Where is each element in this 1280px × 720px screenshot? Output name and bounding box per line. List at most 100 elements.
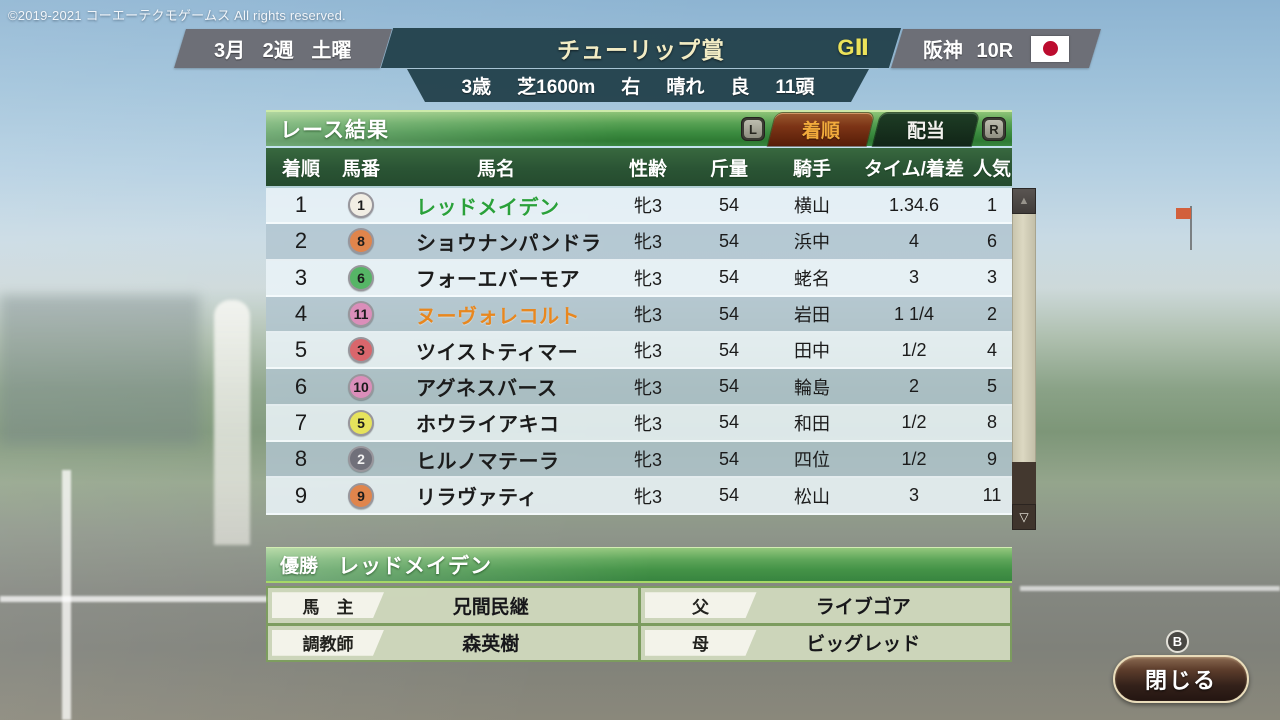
time-margin-cell: 1/2 — [901, 448, 927, 469]
horse-number-cell: 10 — [336, 373, 386, 400]
horse-name: ショウナンパンドラ — [416, 232, 602, 255]
horse-number-badge: 5 — [348, 409, 374, 436]
weight-cell: 54 — [718, 194, 740, 215]
scrollbar-thumb[interactable] — [1012, 214, 1036, 462]
rank-cell: 4 — [294, 301, 308, 327]
weight-cell: 54 — [718, 376, 740, 397]
close-button[interactable]: 閉じる — [1113, 655, 1249, 703]
jockey-cell: 輪島 — [794, 377, 830, 398]
background-tower — [214, 300, 250, 545]
header-divider — [400, 68, 878, 69]
tab-payouts[interactable]: 配当 — [872, 112, 980, 146]
gamepad-b-hint-icon: B — [1166, 630, 1189, 653]
horse-name: フォーエバーモア — [416, 269, 580, 292]
sex-age-cell: 牝3 — [633, 196, 662, 217]
time-margin-cell: 3 — [908, 267, 919, 288]
table-row[interactable]: 2 8 ショウナンパンドラ 牝3 54 浜中 4 6 — [266, 224, 1012, 261]
time-margin-cell: 4 — [908, 230, 919, 251]
owner-cell: 馬 主 兄間民継 — [268, 588, 638, 623]
horse-number-badge: 9 — [348, 482, 374, 509]
jockey-cell: 岩田 — [794, 305, 830, 326]
condition-going: 良 — [730, 77, 750, 98]
right-bumper-button[interactable]: R — [982, 117, 1006, 141]
horse-number-cell: 11 — [336, 301, 386, 328]
table-row[interactable]: 9 9 リラヴァティ 牝3 54 松山 3 11 — [266, 478, 1012, 515]
race-grade-badge: GⅡ — [837, 35, 869, 60]
horse-number-badge: 1 — [348, 192, 374, 219]
background-rail-right — [1020, 586, 1280, 591]
table-row[interactable]: 3 6 フォーエバーモア 牝3 54 蛯名 3 3 — [266, 260, 1012, 297]
scrollbar-track[interactable] — [1012, 462, 1036, 504]
results-table: 1 1 レッドメイデン 牝3 54 横山 1.34.6 1 2 8 ショウナンパ… — [266, 188, 1012, 515]
weight-cell: 54 — [718, 339, 740, 360]
table-row[interactable]: 4 11 ヌーヴォレコルト 牝3 54 岩田 1 1/4 2 — [266, 296, 1012, 334]
weight-cell: 54 — [718, 485, 740, 506]
rank-cell: 6 — [294, 373, 308, 399]
winner-horse-name: レッドメイデン — [338, 554, 493, 578]
dam-value: ビッグレッド — [806, 634, 921, 656]
jockey-cell: 四位 — [794, 450, 830, 471]
scrollbar-down-button[interactable]: ▽ — [1012, 504, 1036, 530]
horse-number-badge: 2 — [348, 446, 374, 473]
jockey-cell: 蛯名 — [794, 268, 830, 289]
horse-name: ツイストティマー — [416, 341, 579, 364]
time-margin-cell: 3 — [908, 485, 919, 506]
popularity-cell: 6 — [986, 230, 997, 251]
tab-payouts-label: 配当 — [906, 120, 945, 142]
table-row[interactable]: 7 5 ホウライアキコ 牝3 54 和田 1/2 8 — [266, 405, 1012, 443]
venue-text: 阪神 10R — [922, 40, 1014, 62]
tab-finish-order[interactable]: 着順 — [767, 112, 875, 146]
condition-field-size: 11頭 — [775, 77, 815, 98]
dam-label: 母 — [645, 630, 757, 656]
tab-cluster: L 着順 配当 R — [741, 112, 1012, 146]
tab-finish-order-label: 着順 — [801, 120, 840, 142]
popularity-cell: 3 — [986, 267, 997, 288]
date-text: 3月 2週 土曜 — [214, 40, 352, 62]
owner-value: 兄間民継 — [452, 596, 529, 618]
horse-number-badge: 3 — [348, 337, 374, 364]
sex-age-cell: 牝3 — [633, 268, 662, 289]
table-row[interactable]: 1 1 レッドメイデン 牝3 54 横山 1.34.6 1 — [266, 188, 1012, 225]
horse-number-cell: 5 — [336, 409, 386, 436]
horse-name: リラヴァティ — [416, 487, 538, 510]
popularity-cell: 1 — [986, 194, 997, 215]
rank-cell: 7 — [294, 409, 308, 435]
rank-cell: 9 — [294, 482, 308, 508]
time-margin-cell: 1/2 — [901, 412, 927, 433]
rank-cell: 1 — [294, 192, 308, 218]
sire-cell: 父 ライブゴア — [640, 588, 1010, 623]
japan-flag-icon — [1031, 35, 1070, 62]
column-header-weight: 斤量 — [709, 158, 748, 180]
dam-cell: 母 ビッグレッド — [640, 625, 1010, 660]
sire-label: 父 — [645, 592, 757, 618]
condition-course: 芝1600m — [517, 77, 596, 98]
rank-cell: 5 — [294, 337, 308, 363]
rank-cell: 3 — [294, 264, 308, 290]
weight-cell: 54 — [718, 412, 740, 433]
popularity-cell: 5 — [986, 376, 997, 397]
scrollbar: ▲ ▽ — [1012, 188, 1036, 530]
horse-number-badge: 10 — [348, 373, 374, 400]
left-bumper-button[interactable]: L — [741, 117, 765, 141]
horse-number-cell: 1 — [336, 192, 386, 219]
column-header-popularity: 人気 — [972, 158, 1011, 180]
table-row[interactable]: 5 3 ツイストティマー 牝3 54 田中 1/2 4 — [266, 333, 1012, 370]
popularity-cell: 9 — [986, 448, 997, 469]
jockey-cell: 松山 — [794, 486, 830, 507]
column-header-time-margin: タイム/着差 — [864, 158, 964, 180]
winner-banner: 優勝 レッドメイデン — [266, 547, 1012, 583]
column-header-sex-age: 性齢 — [628, 158, 667, 180]
column-header-jockey: 騎手 — [792, 158, 831, 180]
table-row[interactable]: 8 2 ヒルノマテーラ 牝3 54 四位 1/2 9 — [266, 442, 1012, 479]
popularity-cell: 2 — [986, 303, 997, 324]
column-header-horse-number: 馬番 — [341, 158, 380, 180]
table-row[interactable]: 6 10 アグネスバース 牝3 54 輪島 2 5 — [266, 369, 1012, 406]
jockey-cell: 和田 — [794, 413, 830, 434]
owner-label: 馬 主 — [272, 592, 384, 618]
date-banner: 3月 2週 土曜 — [174, 29, 392, 68]
condition-weather: 晴れ — [666, 77, 705, 98]
sex-age-cell: 牝3 — [633, 486, 662, 507]
popularity-cell: 4 — [986, 339, 997, 360]
race-title-banner: チューリップ賞 GⅡ — [380, 28, 902, 68]
scrollbar-up-button[interactable]: ▲ — [1012, 188, 1036, 214]
